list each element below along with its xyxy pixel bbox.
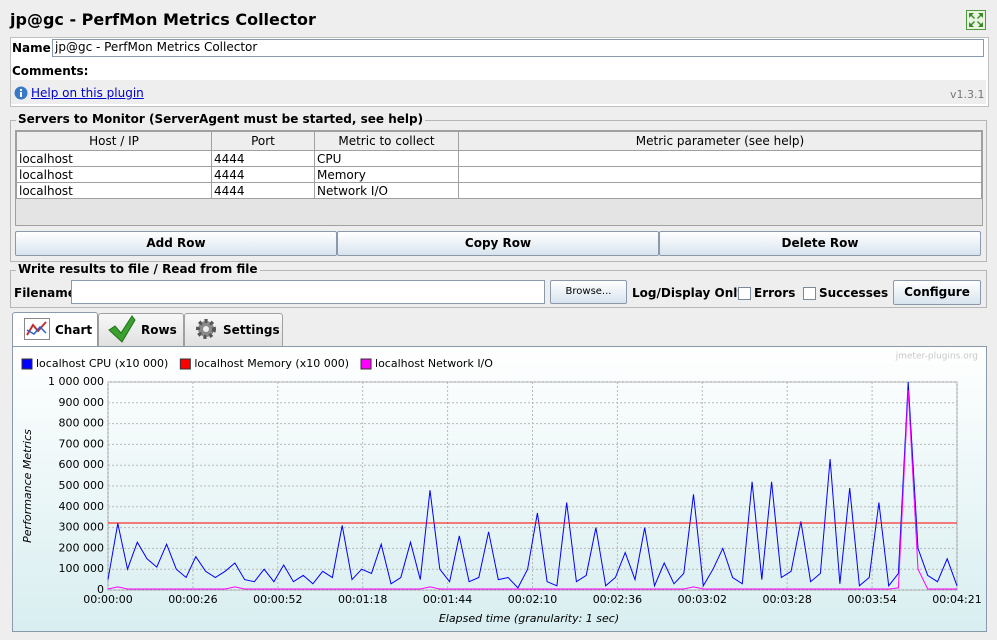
chart-tab-icon xyxy=(24,318,50,340)
legend-swatch xyxy=(21,358,33,370)
name-label: Name: xyxy=(12,41,56,55)
y-tick-label: 100 000 xyxy=(59,562,105,575)
cell[interactable]: Network I/O xyxy=(314,182,459,199)
settings-tab-label[interactable]: Settings xyxy=(223,323,280,337)
legend-label: localhost Network I/O xyxy=(375,357,493,370)
cell[interactable]: 4444 xyxy=(211,166,315,183)
help-link[interactable]: Help on this plugin xyxy=(31,86,144,100)
legend-swatch xyxy=(179,358,191,370)
log-label: Log/Display Only: xyxy=(632,286,750,300)
name-input[interactable]: jp@gc - PerfMon Metrics Collector xyxy=(52,39,984,57)
servers-group xyxy=(10,120,987,262)
y-tick-label: 0 xyxy=(97,583,104,596)
file-group xyxy=(10,270,987,308)
column-header[interactable]: Metric parameter (see help) xyxy=(458,131,982,151)
x-tick-label: 00:01:44 xyxy=(423,593,472,606)
copy-row-button[interactable]: Copy Row xyxy=(337,231,659,256)
file-title: Write results to file / Read from file xyxy=(16,262,260,276)
rows-tab-icon xyxy=(108,315,136,343)
x-tick-label: 00:03:02 xyxy=(678,593,727,606)
filename-input[interactable] xyxy=(71,280,545,304)
x-tick-label: 00:00:00 xyxy=(83,593,132,606)
y-tick-label: 800 000 xyxy=(59,417,105,430)
y-tick-label: 400 000 xyxy=(59,500,105,513)
maximize-icon[interactable] xyxy=(966,10,986,30)
cell[interactable] xyxy=(458,182,982,199)
cell[interactable] xyxy=(458,150,982,167)
y-tick-label: 900 000 xyxy=(59,396,105,409)
legend-label: localhost Memory (x10 000) xyxy=(194,357,349,370)
filename-label: Filename xyxy=(14,286,76,300)
rows-tab[interactable] xyxy=(98,313,184,347)
comments-label: Comments: xyxy=(12,64,89,78)
x-tick-label: 00:02:36 xyxy=(593,593,642,606)
configure-button[interactable]: Configure xyxy=(893,280,981,305)
column-header[interactable]: Host / IP xyxy=(16,131,212,151)
x-tick-label: 00:04:21 xyxy=(932,593,981,606)
y-axis-title: Performance Metrics xyxy=(21,429,34,543)
settings-tab-icon xyxy=(196,319,216,339)
series-line xyxy=(107,381,958,589)
x-tick-label: 00:00:26 xyxy=(168,593,217,606)
x-tick-label: 00:00:52 xyxy=(253,593,302,606)
y-tick-label: 600 000 xyxy=(59,458,105,471)
legend-swatch xyxy=(360,358,372,370)
rows-tab-label[interactable]: Rows xyxy=(141,323,177,337)
cell[interactable] xyxy=(458,166,982,183)
cell[interactable]: CPU xyxy=(314,150,459,167)
x-tick-label: 00:01:18 xyxy=(338,593,387,606)
successes-label[interactable]: Successes xyxy=(819,286,889,300)
successes-checkbox[interactable] xyxy=(803,287,816,300)
x-tick-label: 00:03:28 xyxy=(762,593,811,606)
x-tick-label: 00:03:54 xyxy=(847,593,896,606)
cell[interactable]: Memory xyxy=(314,166,459,183)
page-title: jp@gc - PerfMon Metrics Collector xyxy=(10,10,316,29)
errors-checkbox[interactable] xyxy=(738,287,751,300)
y-tick-label: 300 000 xyxy=(59,521,105,534)
column-header[interactable]: Port xyxy=(211,131,315,151)
x-tick-label: 00:02:10 xyxy=(508,593,557,606)
servers-title: Servers to Monitor (ServerAgent must be … xyxy=(16,112,426,126)
column-header[interactable]: Metric to collect xyxy=(314,131,459,151)
servers-table-area: Host / IP Port Metric to collect Metric par… xyxy=(15,130,983,226)
chart: jmeter-plugins.org Elapsed time (granula… xyxy=(12,346,987,632)
y-tick-label: 700 000 xyxy=(59,437,105,450)
add-row-button[interactable]: Add Row xyxy=(15,231,337,256)
x-axis-title: Elapsed time (granularity: 1 sec) xyxy=(439,612,619,625)
delete-row-button[interactable]: Delete Row xyxy=(659,231,981,256)
y-tick-label: 200 000 xyxy=(59,541,105,554)
series-line xyxy=(107,390,957,590)
cell[interactable]: localhost xyxy=(16,182,212,199)
servers-table: Host / IP Port Metric to collect Metric par… xyxy=(16,131,982,199)
errors-label[interactable]: Errors xyxy=(754,286,796,300)
help-row xyxy=(11,80,986,104)
cell[interactable]: localhost xyxy=(16,150,212,167)
browse-button[interactable]: Browse... xyxy=(550,280,627,304)
cell[interactable]: 4444 xyxy=(211,182,315,199)
y-tick-label: 1 000 000 xyxy=(48,375,104,388)
legend-label: localhost CPU (x10 000) xyxy=(36,357,168,370)
watermark: jmeter-plugins.org xyxy=(895,352,978,362)
y-tick-label: 500 000 xyxy=(59,479,105,492)
chart-panel xyxy=(12,346,987,632)
cell[interactable]: localhost xyxy=(16,166,212,183)
info-icon xyxy=(14,86,28,100)
cell[interactable]: 4444 xyxy=(211,150,315,167)
chart-tab-label[interactable]: Chart xyxy=(55,323,93,337)
version: v1.3.1 xyxy=(950,88,985,101)
